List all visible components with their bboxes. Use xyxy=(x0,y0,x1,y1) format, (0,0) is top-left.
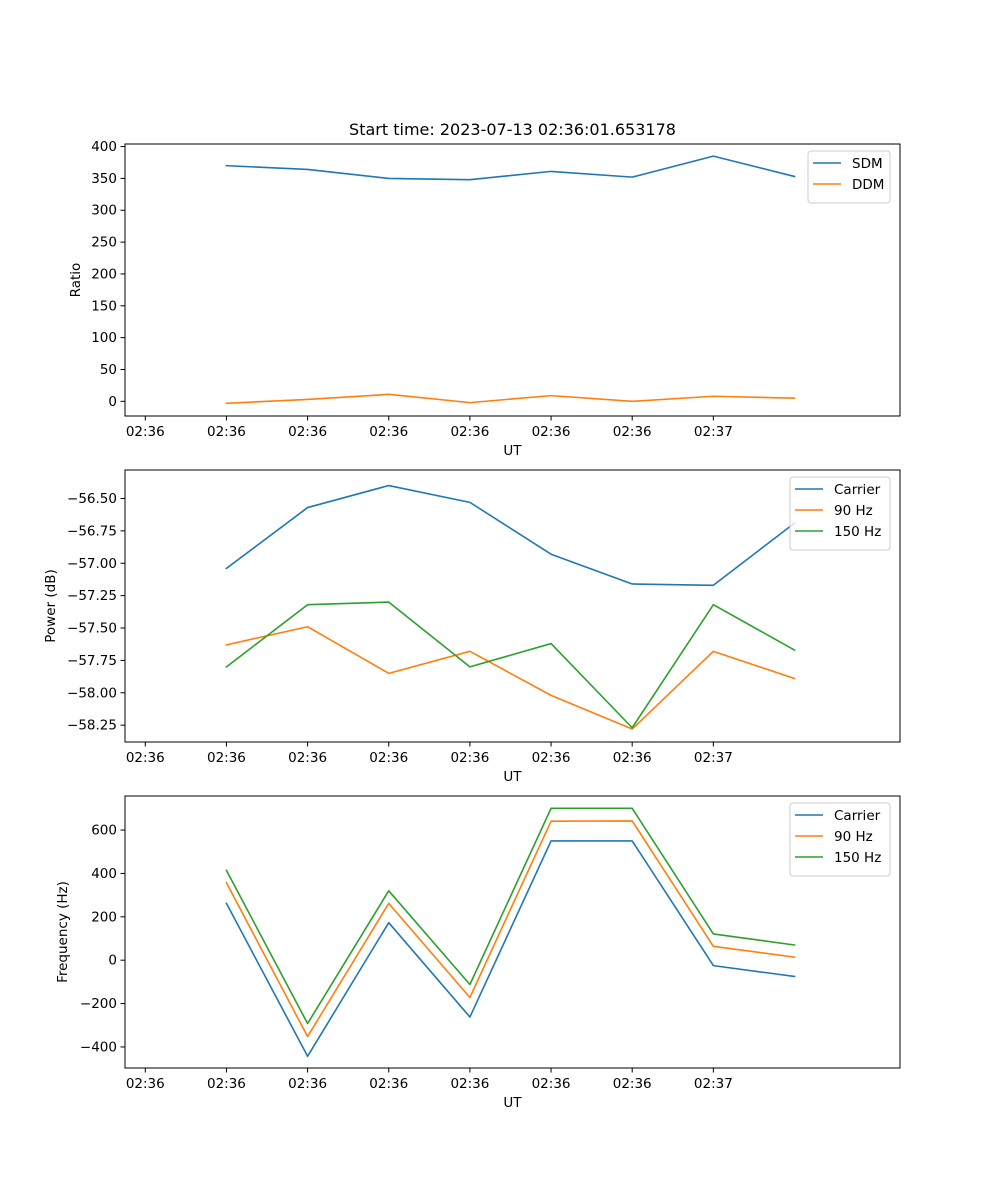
series-line-90-hz xyxy=(225,820,796,1038)
y-axis-label: Ratio xyxy=(68,263,84,298)
y-tick-label: −57.00 xyxy=(67,556,117,572)
series-line-carrier xyxy=(225,840,796,1058)
x-tick-label: 02:36 xyxy=(288,1076,327,1092)
plot-area xyxy=(125,144,900,416)
y-tick-label: 0 xyxy=(108,394,117,410)
x-axis-label: UT xyxy=(503,769,522,785)
legend-label: Carrier xyxy=(834,482,881,498)
plot-area xyxy=(125,470,900,742)
series-line-90-hz xyxy=(225,625,796,730)
x-tick-label: 02:36 xyxy=(126,1076,165,1092)
x-tick-label: 02:36 xyxy=(450,424,489,440)
y-tick-label: −58.00 xyxy=(67,685,117,701)
x-tick-label: 02:37 xyxy=(694,424,733,440)
y-tick-label: 0 xyxy=(108,953,117,969)
legend-box xyxy=(807,150,891,204)
plot-area xyxy=(125,796,900,1068)
x-tick-label: 02:36 xyxy=(532,424,571,440)
series-line-ddm xyxy=(225,393,796,405)
y-tick-label: 400 xyxy=(91,866,117,882)
y-tick-label: 300 xyxy=(91,203,117,219)
y-tick-label: 200 xyxy=(91,909,117,925)
x-tick-label: 02:36 xyxy=(369,424,408,440)
x-tick-label: 02:36 xyxy=(288,750,327,766)
y-tick-label: 100 xyxy=(91,330,117,346)
legend-label: Carrier xyxy=(834,808,881,824)
x-tick-label: 02:36 xyxy=(207,424,246,440)
y-tick-label: 400 xyxy=(91,139,117,155)
x-tick-label: 02:36 xyxy=(288,424,327,440)
y-tick-label: 150 xyxy=(91,298,117,314)
series-line-sdm xyxy=(225,155,796,181)
x-tick-label: 02:36 xyxy=(532,1076,571,1092)
chart-panel-3: 02:36 02:36 02:36 02:36 02:36 02:36 02:36 02:37… xyxy=(55,795,901,1111)
x-tick-label: 02:36 xyxy=(126,750,165,766)
legend-label: SDM xyxy=(852,156,883,172)
legend: Carrier 90 Hz 150 Hz xyxy=(789,476,891,551)
x-tick-label: 02:36 xyxy=(207,750,246,766)
y-tick-label: −56.75 xyxy=(67,523,117,539)
y-tick-label: 50 xyxy=(100,362,117,378)
legend-label: 150 Hz xyxy=(834,850,881,866)
y-tick-label: 250 xyxy=(91,235,117,251)
legend: SDM DDM xyxy=(807,150,891,204)
x-tick-label: 02:37 xyxy=(694,750,733,766)
chart-panel-2: 02:36 02:36 02:36 02:36 02:36 02:36 02:36 02:37… xyxy=(43,469,901,785)
y-tick-label: 200 xyxy=(91,266,117,282)
y-tick-label: −57.25 xyxy=(67,588,117,604)
x-tick-label: 02:36 xyxy=(207,1076,246,1092)
y-tick-label: −57.50 xyxy=(67,621,117,637)
x-tick-label: 02:36 xyxy=(126,424,165,440)
x-tick-label: 02:36 xyxy=(613,750,652,766)
y-tick-label: −57.75 xyxy=(67,653,117,669)
y-tick-label: 600 xyxy=(91,823,117,839)
x-tick-label: 02:36 xyxy=(369,1076,408,1092)
x-axis-label: UT xyxy=(503,1095,522,1111)
chart-panel-1: 02:36 02:36 02:36 02:36 02:36 02:36 02:36 02:37… xyxy=(68,120,901,459)
y-axis-label: Power (dB) xyxy=(43,569,59,642)
series-line-carrier xyxy=(225,484,796,587)
series-line-150-hz xyxy=(225,807,796,1025)
y-tick-label: −56.50 xyxy=(67,491,117,507)
y-tick-label: −58.25 xyxy=(67,718,117,734)
y-tick-label: −400 xyxy=(80,1039,117,1055)
x-axis-label: UT xyxy=(503,443,522,459)
axes-frame xyxy=(124,469,901,743)
series-line-150-hz xyxy=(225,601,796,729)
legend-label: 150 Hz xyxy=(834,524,881,540)
legend-label: 90 Hz xyxy=(834,503,873,519)
y-axis-label: Frequency (Hz) xyxy=(55,881,71,983)
y-tick-label: 350 xyxy=(91,171,117,187)
x-tick-label: 02:36 xyxy=(450,1076,489,1092)
y-tick-label: −200 xyxy=(80,996,117,1012)
chart-title: Start time: 2023-07-13 02:36:01.653178 xyxy=(349,120,676,139)
legend: Carrier 90 Hz 150 Hz xyxy=(789,802,891,877)
axes-frame xyxy=(124,795,901,1069)
legend-label: 90 Hz xyxy=(834,829,873,845)
axes-frame xyxy=(124,143,901,417)
x-tick-label: 02:36 xyxy=(613,424,652,440)
x-tick-label: 02:36 xyxy=(369,750,408,766)
x-tick-label: 02:36 xyxy=(532,750,571,766)
x-tick-label: 02:36 xyxy=(450,750,489,766)
legend-label: DDM xyxy=(852,177,884,193)
x-tick-label: 02:36 xyxy=(613,1076,652,1092)
x-tick-label: 02:37 xyxy=(694,1076,733,1092)
